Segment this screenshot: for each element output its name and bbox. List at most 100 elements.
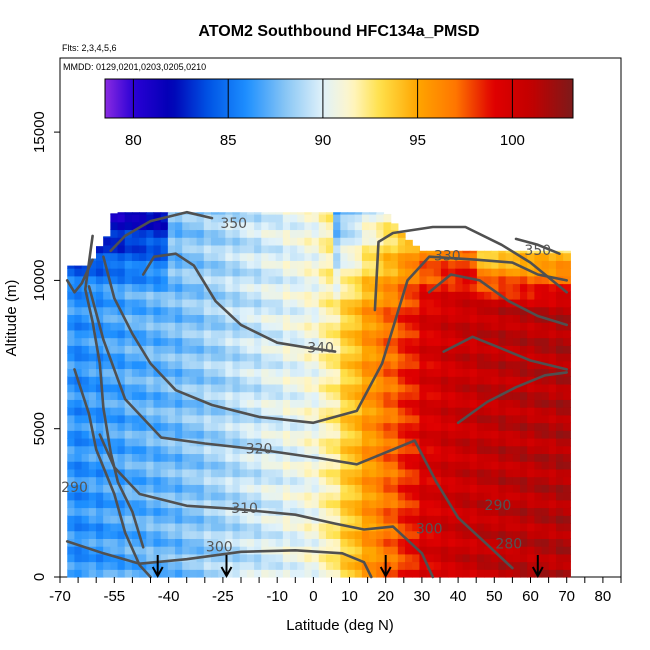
heatmap-cell — [254, 298, 262, 308]
heatmap-cell — [448, 345, 456, 354]
contour-label: 290 — [485, 498, 512, 514]
heatmap-cell — [160, 337, 169, 346]
heatmap-cell — [440, 515, 449, 524]
heatmap-cell — [405, 399, 413, 408]
heatmap-cell — [282, 515, 291, 524]
heatmap-cell — [361, 376, 370, 385]
heatmap-cell — [311, 306, 320, 316]
heatmap-cell — [383, 360, 392, 370]
heatmap-cell — [318, 291, 327, 300]
heatmap-cell — [541, 337, 550, 346]
heatmap-cell — [448, 515, 456, 524]
heatmap-cell — [218, 383, 226, 393]
heatmap-cell — [81, 407, 90, 416]
heatmap-cell — [462, 391, 471, 400]
heatmap-cell — [239, 515, 248, 524]
heatmap-cell — [117, 229, 126, 238]
heatmap-cell — [304, 515, 313, 524]
heatmap-cell — [376, 252, 385, 261]
heatmap-cell — [311, 430, 320, 439]
heatmap-cell — [361, 445, 370, 455]
heatmap-cell — [196, 414, 205, 424]
heatmap-cell — [110, 507, 119, 516]
heatmap-cell — [182, 214, 191, 223]
heatmap-cell — [261, 492, 270, 501]
heatmap-cell — [268, 461, 277, 470]
heatmap-cell — [397, 553, 406, 563]
heatmap-cell — [462, 538, 471, 547]
heatmap-cell — [448, 437, 456, 447]
heatmap-cell — [117, 329, 126, 339]
heatmap-cell — [131, 345, 140, 354]
heatmap-cell — [232, 553, 241, 563]
heatmap-cell — [196, 252, 205, 261]
heatmap-cell — [225, 237, 234, 246]
heatmap-cell — [218, 468, 226, 478]
heatmap-cell — [246, 283, 255, 292]
heatmap-cell — [333, 569, 341, 578]
heatmap-cell — [369, 461, 377, 470]
heatmap-cell — [67, 468, 76, 478]
heatmap-cell — [325, 453, 334, 462]
heatmap-cell — [541, 538, 550, 547]
heatmap-cell — [67, 376, 76, 385]
heatmap-cell — [282, 476, 291, 485]
heatmap-cell — [376, 507, 385, 516]
heatmap-cell — [182, 268, 191, 277]
heatmap-cell — [297, 229, 306, 238]
heatmap-cell — [548, 561, 557, 570]
heatmap-cell — [333, 515, 341, 524]
heatmap-cell — [541, 414, 550, 424]
heatmap-cell — [433, 407, 442, 416]
heatmap-cell — [218, 430, 226, 439]
heatmap-cell — [333, 461, 341, 470]
heatmap-cell — [131, 468, 140, 478]
heatmap-cell — [534, 515, 543, 524]
heatmap-cell — [419, 383, 428, 393]
heatmap-cell — [239, 538, 248, 547]
heatmap-cell — [167, 515, 176, 524]
heatmap-cell — [88, 353, 97, 362]
heatmap-cell — [95, 298, 104, 308]
heatmap-cell — [203, 422, 212, 431]
heatmap-cell — [369, 437, 377, 447]
heatmap-cell — [275, 530, 284, 539]
heatmap-cell — [196, 399, 205, 408]
heatmap-cell — [160, 383, 169, 393]
heatmap-cell — [182, 275, 191, 285]
heatmap-cell — [124, 422, 133, 431]
heatmap-cell — [505, 250, 514, 254]
heatmap-cell — [139, 368, 147, 377]
heatmap-cell — [282, 492, 291, 501]
heatmap-cell — [484, 538, 492, 547]
heatmap-cell — [491, 515, 500, 524]
heatmap-cell — [139, 383, 147, 393]
heatmap-cell — [175, 430, 183, 439]
heatmap-cell — [491, 553, 500, 563]
heatmap-cell — [383, 484, 392, 493]
heatmap-cell — [290, 437, 298, 447]
heatmap-cell — [81, 522, 90, 532]
heatmap-cell — [354, 430, 363, 439]
heatmap-cell — [218, 414, 226, 424]
heatmap-cell — [491, 569, 500, 578]
heatmap-cell — [505, 437, 514, 447]
heatmap-cell — [304, 283, 313, 292]
heatmap-cell — [175, 546, 183, 555]
heatmap-cell — [146, 314, 155, 323]
heatmap-cell — [232, 306, 241, 316]
heatmap-cell — [555, 252, 564, 261]
heatmap-cell — [261, 252, 270, 261]
heatmap-cell — [397, 538, 406, 547]
heatmap-cell — [290, 430, 298, 439]
heatmap-cell — [103, 437, 111, 447]
heatmap-cell — [325, 437, 334, 447]
heatmap-cell — [476, 553, 485, 563]
heatmap-cell — [369, 221, 377, 231]
heatmap-cell — [117, 252, 126, 261]
heatmap-cell — [491, 530, 500, 539]
heatmap-cell — [203, 522, 212, 532]
heatmap-cell — [268, 437, 277, 447]
heatmap-cell — [139, 515, 147, 524]
heatmap-cell — [275, 237, 284, 246]
